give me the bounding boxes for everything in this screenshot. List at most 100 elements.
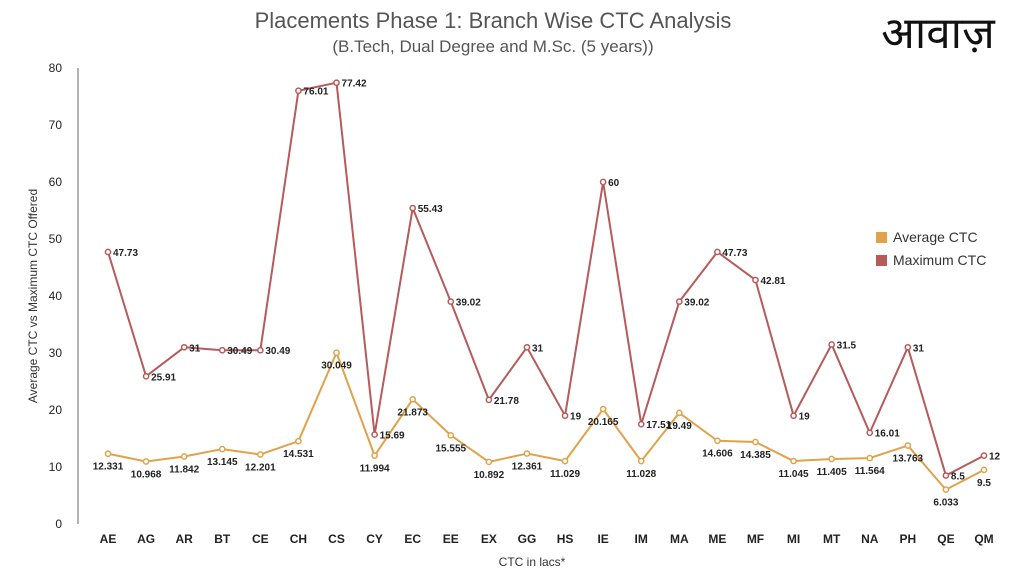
data-label: 30.49: [227, 346, 252, 357]
data-point: [828, 341, 836, 348]
x-tick-label: QM: [974, 532, 993, 546]
data-label: 10.892: [474, 470, 505, 481]
x-tick-label: ME: [708, 532, 726, 546]
data-label: 47.73: [113, 248, 138, 259]
data-point: [333, 79, 340, 87]
data-label: 42.81: [760, 276, 785, 287]
series-layer: [104, 79, 988, 493]
data-label: 30.049: [321, 361, 352, 372]
x-tick-label: PH: [899, 532, 916, 546]
data-point: [980, 452, 988, 459]
data-label: 55.43: [418, 204, 443, 215]
data-point: [218, 445, 226, 453]
data-label: 31.5: [837, 340, 857, 351]
y-tick-label: 40: [49, 289, 63, 303]
x-tick-label: EX: [481, 532, 497, 546]
x-tick-label: AR: [176, 532, 194, 546]
data-point: [142, 372, 150, 380]
y-tick-label: 70: [49, 118, 63, 132]
data-label: 14.385: [740, 450, 771, 461]
data-point: [180, 453, 188, 460]
legend: Average CTC Maximum CTC: [876, 229, 986, 268]
x-tick-label: AE: [100, 532, 117, 546]
x-tick-label: EE: [443, 532, 459, 546]
data-label: 19: [799, 412, 811, 423]
series-line-average-ctc: [107, 351, 985, 491]
data-point: [980, 466, 988, 474]
x-tick-label: MT: [823, 532, 841, 546]
data-point: [752, 276, 759, 284]
data-label: 10.968: [131, 469, 162, 480]
y-tick-label: 10: [49, 460, 63, 474]
data-point: [714, 437, 721, 445]
data-point: [256, 346, 264, 354]
y-tick-label: 30: [49, 346, 63, 360]
y-axis-ticks: 0 10 20 30 40 50 60 70 80: [49, 61, 63, 531]
data-point: [790, 412, 797, 420]
data-point: [904, 442, 912, 449]
data-label: 15.555: [435, 443, 466, 454]
chart-subtitle: (B.Tech, Dual Degree and M.Sc. (5 years)…: [332, 37, 653, 56]
data-label: 13.763: [893, 454, 924, 465]
data-point: [637, 457, 645, 465]
data-label: 11.028: [626, 469, 656, 480]
data-label: 11.045: [779, 469, 809, 480]
data-point: [485, 458, 493, 466]
data-label: 21.873: [397, 407, 428, 418]
series-line-maximum-ctc: [107, 81, 985, 477]
x-tick-label: BT: [214, 532, 231, 546]
data-point: [828, 455, 836, 463]
logo: आवाज़: [881, 8, 996, 59]
data-point: [523, 450, 531, 457]
data-point: [333, 349, 340, 357]
data-label: 11.842: [169, 465, 199, 476]
x-tick-label: MI: [787, 532, 800, 546]
chart-title: Placements Phase 1: Branch Wise CTC Anal…: [255, 8, 732, 33]
data-point: [675, 298, 683, 305]
data-point: [714, 248, 721, 256]
legend-swatch: [876, 232, 887, 243]
y-tick-label: 20: [49, 403, 63, 417]
data-label: 15.69: [380, 431, 405, 442]
x-tick-label: QE: [937, 532, 954, 546]
data-point: [561, 457, 569, 465]
data-point: [942, 472, 950, 479]
x-tick-label: IE: [597, 532, 608, 546]
y-tick-label: 80: [49, 61, 63, 75]
data-point: [942, 486, 950, 493]
data-label: 11.029: [550, 469, 580, 480]
data-point: [599, 405, 607, 413]
legend-label: Maximum CTC: [893, 252, 986, 268]
data-label: 11.564: [855, 466, 885, 477]
data-label: 9.5: [977, 478, 991, 489]
data-point: [447, 431, 455, 439]
data-labels: 12.331 10.968 11.842 13.145 12.201 14.531 30.0…: [93, 79, 1001, 509]
data-point: [180, 343, 188, 351]
data-point: [104, 248, 112, 256]
data-label: 31: [532, 343, 544, 354]
y-axis-label: Average CTC vs Maximum CTC Offered: [26, 189, 40, 403]
data-label: 11.405: [817, 467, 847, 478]
data-label: 31: [913, 343, 925, 354]
data-label: 39.02: [456, 298, 481, 309]
data-label: 77.42: [342, 79, 367, 90]
x-tick-label: NA: [861, 532, 879, 546]
x-tick-label: CH: [290, 532, 307, 546]
x-axis-label: CTC in lacs*: [499, 555, 566, 569]
data-point: [866, 429, 874, 437]
data-label: 47.73: [722, 248, 747, 259]
data-label: 19.49: [667, 421, 692, 432]
data-point: [256, 451, 264, 458]
data-point: [409, 395, 417, 403]
data-point: [904, 343, 912, 351]
data-label: 31: [189, 343, 201, 354]
data-label: 12.331: [93, 462, 124, 473]
data-point: [447, 298, 455, 305]
data-point: [485, 396, 493, 404]
x-tick-label: CS: [328, 532, 345, 546]
legend-label: Average CTC: [893, 229, 978, 245]
data-label: 12: [989, 452, 1001, 463]
x-tick-label: MA: [670, 532, 689, 546]
x-tick-label: CY: [366, 532, 383, 546]
